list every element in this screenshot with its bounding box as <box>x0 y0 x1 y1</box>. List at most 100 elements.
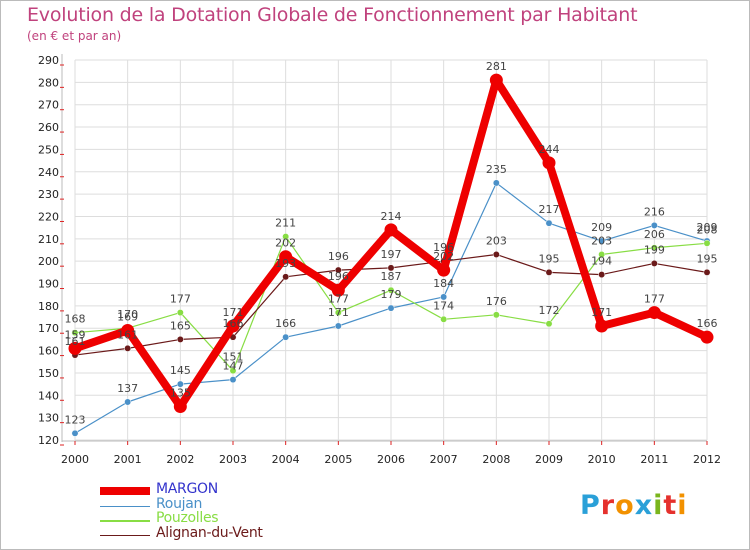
data-label-roujan: 123 <box>65 413 86 426</box>
data-point-pouzolles <box>492 311 500 319</box>
data-point-margon <box>173 399 187 413</box>
y-tick-label: 190 <box>38 278 59 291</box>
legend-label-roujan: Roujan <box>156 495 203 512</box>
data-point-pouzolles <box>440 315 448 323</box>
data-point-margon <box>384 223 398 237</box>
y-tick-label: 270 <box>38 99 59 112</box>
y-tick-label: 200 <box>38 255 59 268</box>
data-label-pouzolles: 211 <box>275 217 296 230</box>
data-point-roujan <box>229 376 237 384</box>
data-point-pouzolles <box>703 239 711 247</box>
data-point-margon <box>226 319 240 333</box>
data-point-margon <box>68 341 82 355</box>
data-label-margon: 202 <box>275 237 296 250</box>
y-tick-label: 240 <box>38 166 59 179</box>
x-tick-label: 2010 <box>588 453 616 466</box>
y-tick-label: 260 <box>38 121 59 134</box>
data-label-margon: 202 <box>433 250 454 263</box>
data-point-margon <box>595 319 609 333</box>
data-point-pouzolles <box>545 320 553 328</box>
data-label-roujan: 209 <box>591 221 612 234</box>
data-point-margon <box>700 330 714 344</box>
legend-label-alignan-du-vent: Alignan-du-Vent <box>156 524 263 541</box>
data-label-roujan: 184 <box>433 277 454 290</box>
legend-label-pouzolles: Pouzolles <box>156 510 219 526</box>
data-label-roujan: 179 <box>381 288 402 301</box>
y-tick-label: 120 <box>38 434 59 447</box>
data-label-margon: 135 <box>170 386 191 399</box>
y-tick-label: 210 <box>38 233 59 246</box>
data-label-pouzolles: 177 <box>328 293 349 306</box>
data-label-margon: 159 <box>65 328 86 341</box>
x-tick-label: 2011 <box>640 453 668 466</box>
data-label-alignan-du-vent: 194 <box>591 255 612 268</box>
data-point-roujan <box>282 333 290 341</box>
data-point-alignan-du-vent <box>124 344 132 352</box>
data-label-pouzolles: 151 <box>223 351 244 364</box>
data-point-pouzolles <box>387 286 395 294</box>
x-tick-label: 2012 <box>693 453 721 466</box>
brand-logo: Proxiti <box>580 490 688 521</box>
data-point-roujan <box>124 398 132 406</box>
data-label-pouzolles: 187 <box>381 270 402 283</box>
data-label-roujan: 147 <box>223 360 244 373</box>
data-point-pouzolles <box>71 329 79 337</box>
data-label-margon: 196 <box>328 270 349 283</box>
y-tick-label: 160 <box>38 345 59 358</box>
data-point-pouzolles <box>334 309 342 317</box>
data-point-roujan <box>492 179 500 187</box>
data-point-roujan <box>545 219 553 227</box>
data-point-alignan-du-vent <box>176 335 184 343</box>
brand-letter: t <box>663 490 678 521</box>
brand-letter: i <box>677 490 688 521</box>
data-label-alignan-du-vent: 196 <box>433 241 454 254</box>
data-label-margon: 169 <box>117 310 138 323</box>
x-tick-label: 2006 <box>377 453 405 466</box>
brand-letter: o <box>615 490 635 521</box>
brand-letter: i <box>653 490 664 521</box>
data-point-alignan-du-vent <box>492 251 500 258</box>
y-tick-label: 290 <box>38 54 59 67</box>
x-tick-label: 2004 <box>272 453 300 466</box>
data-point-alignan-du-vent <box>650 259 658 267</box>
y-tick-label: 130 <box>38 412 59 425</box>
data-label-roujan: 209 <box>697 221 718 234</box>
data-label-margon: 214 <box>381 210 402 223</box>
data-label-margon: 171 <box>223 306 244 319</box>
data-point-roujan <box>176 380 184 388</box>
data-point-pouzolles <box>229 367 237 375</box>
data-point-roujan <box>440 293 448 301</box>
x-tick-label: 2007 <box>430 453 458 466</box>
data-point-roujan <box>334 322 342 330</box>
data-label-alignan-du-vent: 199 <box>644 243 665 256</box>
data-label-pouzolles: 176 <box>486 295 507 308</box>
data-point-alignan-du-vent <box>598 271 606 279</box>
brand-letter: P <box>580 490 601 521</box>
data-point-margon <box>647 306 661 320</box>
x-tick-label: 2008 <box>482 453 510 466</box>
data-point-margon <box>542 156 556 170</box>
data-point-alignan-du-vent <box>545 268 553 276</box>
y-tick-label: 140 <box>38 389 59 402</box>
data-label-alignan-du-vent: 196 <box>328 250 349 263</box>
data-point-pouzolles <box>598 251 606 258</box>
data-point-roujan <box>387 304 395 312</box>
x-tick-label: 2005 <box>324 453 352 466</box>
legend-swatch-roujan <box>100 505 150 507</box>
brand-letter: r <box>600 490 616 521</box>
data-label-roujan: 166 <box>275 317 296 330</box>
data-label-roujan: 235 <box>486 163 507 176</box>
data-label-roujan: 137 <box>117 382 138 395</box>
data-label-margon: 177 <box>644 293 665 306</box>
data-point-margon <box>437 263 451 277</box>
y-tick-label: 150 <box>38 367 59 380</box>
data-label-pouzolles: 172 <box>539 304 560 317</box>
data-label-alignan-du-vent: 195 <box>697 252 718 265</box>
data-label-roujan: 216 <box>644 205 665 218</box>
y-tick-label: 170 <box>38 322 59 335</box>
chart-title: Evolution de la Dotation Globale de Fonc… <box>27 4 638 26</box>
data-label-pouzolles: 206 <box>644 228 665 241</box>
data-label-alignan-du-vent: 193 <box>275 257 296 270</box>
data-label-alignan-du-vent: 166 <box>223 317 244 330</box>
